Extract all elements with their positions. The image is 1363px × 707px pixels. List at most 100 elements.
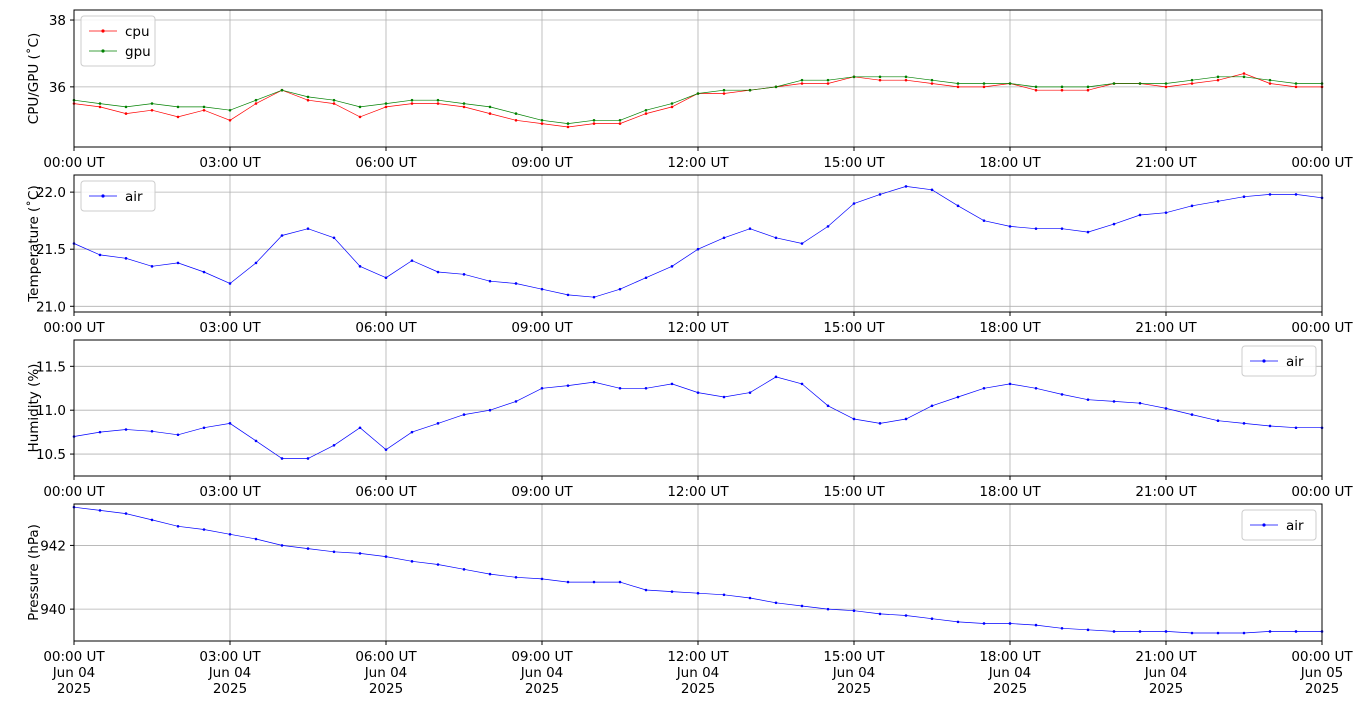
x-tick-label: 00:00 UT: [1291, 484, 1353, 500]
x-tick-label: 21:00 UT: [1135, 649, 1197, 665]
data-point-air: [1294, 630, 1298, 633]
data-point-cpu: [956, 85, 960, 89]
data-point-gpu: [826, 78, 830, 82]
data-point-gpu: [384, 102, 388, 105]
data-point-air: [566, 384, 570, 387]
data-point-air: [1086, 230, 1090, 234]
data-point-air: [488, 408, 492, 412]
data-point-cpu: [332, 102, 336, 105]
data-point-air: [1008, 225, 1012, 228]
y-tick-label: 940: [40, 602, 66, 618]
x-tick-label: 12:00 UT: [667, 649, 729, 665]
x-tick-label: 18:00 UT: [979, 320, 1041, 336]
data-point-air: [202, 426, 206, 430]
x-tick-label: 15:00 UT: [823, 484, 885, 500]
data-point-air: [826, 404, 830, 408]
data-point-cpu: [358, 115, 362, 119]
data-point-air: [670, 590, 674, 593]
data-point-air: [202, 270, 206, 274]
data-point-cpu: [826, 82, 830, 85]
data-point-air: [618, 287, 622, 291]
legend-marker-air: [1262, 523, 1266, 527]
data-point-cpu: [1294, 85, 1298, 89]
data-point-air: [1112, 630, 1116, 633]
data-point-air: [696, 391, 700, 394]
data-point-cpu: [904, 78, 908, 82]
data-point-gpu: [592, 118, 596, 122]
data-point-air: [1086, 398, 1090, 401]
data-point-air: [982, 219, 986, 222]
data-point-gpu: [488, 105, 492, 109]
data-point-air: [358, 265, 362, 268]
data-point-air: [1190, 204, 1194, 208]
data-point-air: [1138, 630, 1142, 633]
data-point-air: [488, 572, 492, 576]
data-point-gpu: [1164, 82, 1168, 85]
data-point-air: [462, 568, 466, 571]
x-tick-label: Jun 04: [520, 665, 564, 681]
data-point-cpu: [176, 115, 180, 119]
data-point-air: [1190, 413, 1194, 416]
y-axis-label: CPU/GPU (˚C): [25, 33, 42, 124]
data-point-gpu: [1190, 78, 1194, 82]
x-tick-label: 03:00 UT: [199, 649, 261, 665]
x-tick-label: 03:00 UT: [199, 155, 261, 171]
data-point-air: [150, 518, 154, 522]
x-tick-label: 00:00 UT: [43, 155, 105, 171]
data-point-cpu: [98, 105, 102, 109]
data-point-air: [124, 257, 128, 260]
data-point-air: [826, 225, 830, 228]
data-point-air: [254, 537, 258, 541]
data-point-air: [1164, 407, 1168, 410]
data-point-gpu: [98, 102, 102, 105]
y-axis-label: Temperature (˚C): [25, 185, 42, 303]
data-point-air: [774, 236, 778, 240]
data-point-cpu: [722, 92, 726, 95]
data-point-cpu: [566, 125, 570, 129]
data-point-air: [592, 580, 596, 584]
data-point-air: [800, 242, 804, 245]
data-point-gpu: [644, 108, 648, 112]
data-point-air: [176, 261, 180, 265]
data-point-air: [1164, 630, 1168, 633]
data-point-air: [644, 276, 648, 280]
data-point-gpu: [358, 105, 362, 109]
data-point-cpu: [618, 122, 622, 125]
x-tick-label: 09:00 UT: [511, 155, 573, 171]
x-tick-label: Jun 04: [1144, 665, 1188, 681]
x-tick-label: 2025: [837, 681, 871, 697]
x-tick-label: Jun 04: [832, 665, 876, 681]
data-point-air: [1008, 622, 1012, 625]
x-tick-label: 12:00 UT: [667, 484, 729, 500]
data-point-air: [124, 428, 128, 431]
data-point-air: [540, 577, 544, 581]
data-point-air: [176, 433, 180, 437]
data-point-gpu: [462, 102, 466, 105]
data-point-air: [748, 596, 752, 600]
x-tick-label: 18:00 UT: [979, 484, 1041, 500]
data-point-air: [540, 386, 544, 390]
data-point-air: [150, 429, 154, 433]
data-point-air: [306, 547, 310, 550]
data-point-air: [748, 227, 752, 230]
data-point-air: [1060, 393, 1064, 396]
data-point-air: [436, 563, 440, 566]
data-point-air: [956, 620, 960, 624]
data-point-air: [332, 550, 336, 554]
data-point-air: [1060, 227, 1064, 230]
data-point-cpu: [982, 85, 986, 89]
data-point-air: [150, 265, 154, 268]
data-point-air: [774, 601, 778, 605]
data-point-air: [254, 439, 258, 443]
y-axis-label: Pressure (hPa): [26, 524, 42, 621]
data-point-cpu: [150, 108, 154, 112]
data-point-cpu: [540, 122, 544, 125]
data-point-air: [410, 430, 414, 434]
legend-box: [80, 15, 156, 67]
legend-box: [1241, 345, 1317, 377]
x-tick-label: Jun 04: [208, 665, 252, 681]
x-tick-label: 15:00 UT: [823, 320, 885, 336]
data-point-cpu: [514, 118, 518, 122]
data-point-air: [514, 282, 518, 285]
legend-label-cpu: cpu: [125, 24, 150, 40]
